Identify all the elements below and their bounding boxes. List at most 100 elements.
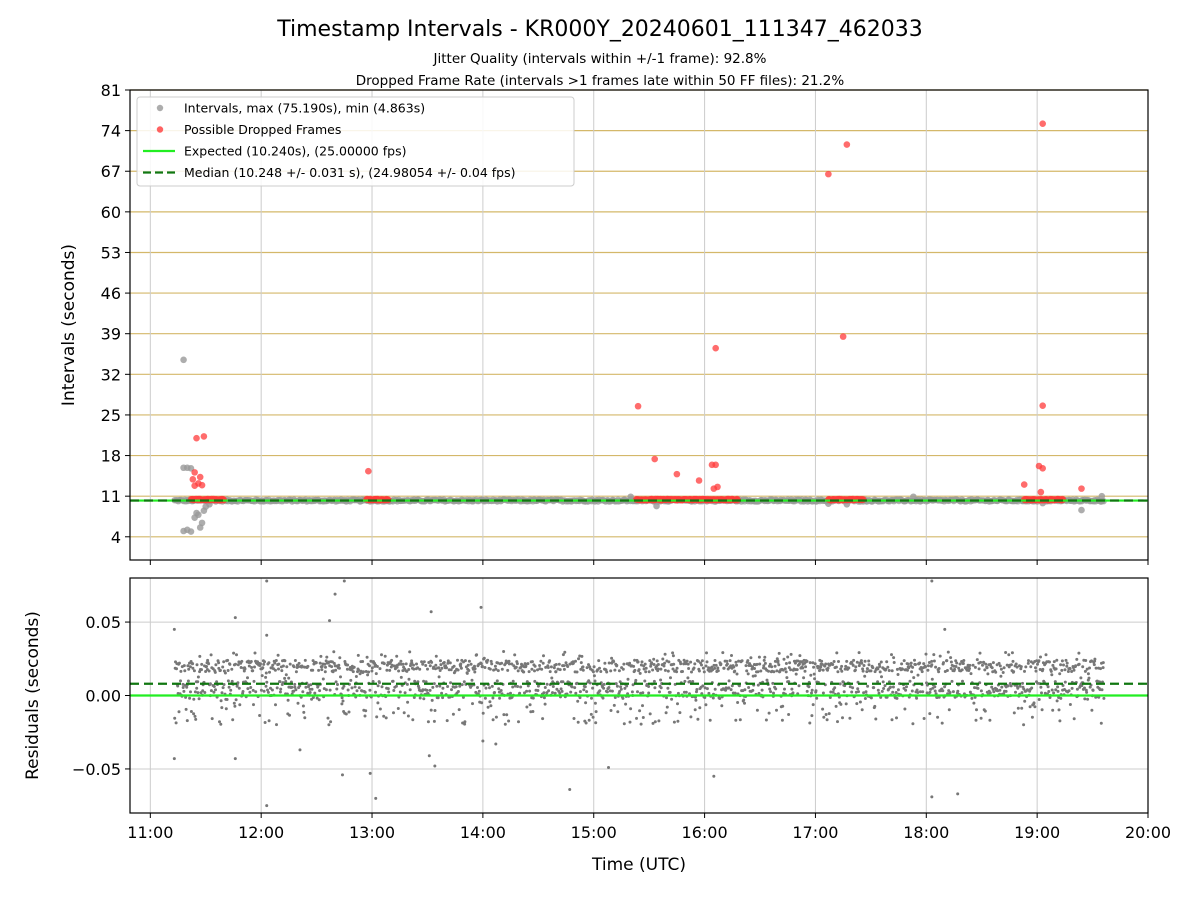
residual-point <box>268 671 271 674</box>
residual-point <box>814 662 817 665</box>
residual-point <box>1059 697 1062 700</box>
residual-point <box>397 670 400 673</box>
residual-point <box>671 651 674 654</box>
residual-point <box>233 702 236 705</box>
residual-point <box>219 669 222 672</box>
residual-point <box>276 686 279 689</box>
dropped-frame-point <box>191 469 198 476</box>
residual-point <box>641 660 644 663</box>
residual-point <box>663 662 666 665</box>
residual-point <box>408 650 411 653</box>
residual-point <box>175 721 178 724</box>
residual-point <box>179 679 182 682</box>
residual-point <box>882 687 885 690</box>
residual-point <box>855 702 858 705</box>
residual-point <box>446 685 449 688</box>
residual-point <box>275 659 278 662</box>
residual-point <box>200 668 203 671</box>
residual-point <box>446 719 449 722</box>
residual-point <box>189 690 192 693</box>
residual-point <box>938 667 941 670</box>
residual-point <box>1033 701 1036 704</box>
residual-point <box>594 702 597 705</box>
residual-point <box>736 701 739 704</box>
dropped-frame-point <box>1021 481 1028 488</box>
residual-point <box>280 669 283 672</box>
residual-point <box>631 690 634 693</box>
residual-point <box>1064 668 1067 671</box>
residual-point <box>319 655 322 658</box>
residual-point <box>939 655 942 658</box>
residual-point <box>1000 668 1003 671</box>
residual-point <box>706 660 709 663</box>
residual-point <box>835 666 838 669</box>
residual-point <box>831 663 834 666</box>
residual-point <box>541 717 544 720</box>
residual-point <box>863 675 866 678</box>
residual-point <box>388 669 391 672</box>
residual-point <box>1069 703 1072 706</box>
residual-point <box>914 663 917 666</box>
residual-point <box>433 720 436 723</box>
residual-point <box>1012 670 1015 673</box>
residual-point <box>857 690 860 693</box>
residual-point <box>610 657 613 660</box>
residual-point <box>943 685 946 688</box>
residual-point <box>329 720 332 723</box>
residual-point <box>563 668 566 671</box>
residual-point <box>191 667 194 670</box>
residual-point <box>1093 658 1096 661</box>
residual-point <box>941 689 944 692</box>
residual-point <box>179 670 182 673</box>
interval-point <box>653 503 660 510</box>
residual-point <box>504 723 507 726</box>
residual-point <box>494 742 497 745</box>
legend-label: Expected (10.240s), (25.00000 fps) <box>184 144 406 159</box>
residual-point <box>582 688 585 691</box>
residual-point <box>551 691 554 694</box>
residual-point <box>1014 691 1017 694</box>
residual-point <box>627 678 630 681</box>
residual-point <box>265 685 268 688</box>
residual-point <box>304 686 307 689</box>
residual-point <box>1059 663 1062 666</box>
residual-point <box>678 711 681 714</box>
residual-point <box>931 678 934 681</box>
residual-point <box>1069 667 1072 670</box>
residual-point <box>768 688 771 691</box>
residual-point <box>694 699 697 702</box>
residual-point <box>473 665 476 668</box>
residual-point <box>592 716 595 719</box>
residual-point <box>933 685 936 688</box>
residual-point <box>695 688 698 691</box>
residual-point <box>681 670 684 673</box>
residual-point <box>357 654 360 657</box>
residual-point <box>657 668 660 671</box>
residual-point <box>579 690 582 693</box>
residual-point <box>298 748 301 751</box>
residual-point <box>772 692 775 695</box>
residual-point <box>1057 690 1060 693</box>
residual-point <box>643 680 646 683</box>
residual-point <box>214 663 217 666</box>
residual-point <box>337 664 340 667</box>
residual-point <box>679 662 682 665</box>
residual-point <box>254 690 257 693</box>
residual-point <box>608 662 611 665</box>
residual-point <box>638 668 641 671</box>
residual-point <box>309 683 312 686</box>
residual-point <box>400 676 403 679</box>
residual-point <box>962 659 965 662</box>
residual-point <box>182 686 185 689</box>
residual-point <box>999 675 1002 678</box>
residual-point <box>648 670 651 673</box>
residual-point <box>1007 653 1010 656</box>
residual-point <box>1039 656 1042 659</box>
residual-point <box>577 721 580 724</box>
residual-point <box>533 669 536 672</box>
residual-point <box>743 688 746 691</box>
residual-point <box>1052 691 1055 694</box>
residual-point <box>1054 680 1057 683</box>
residual-point <box>226 698 229 701</box>
